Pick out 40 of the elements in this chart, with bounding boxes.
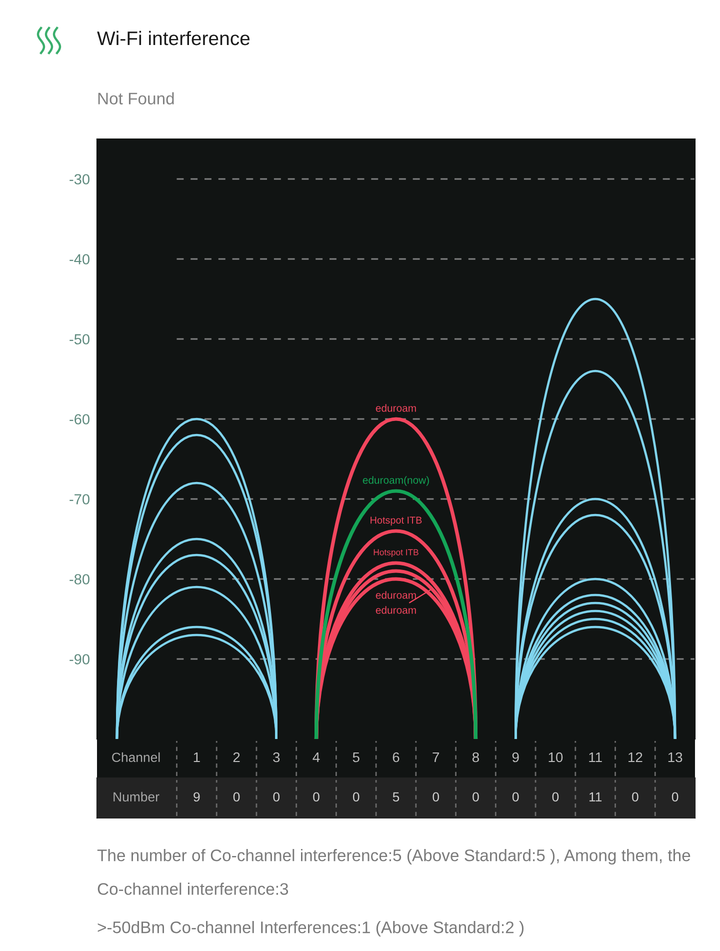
data-label: 0	[313, 792, 320, 802]
text: The number of Co-channel interference:5 (Above Standard:5 ), Among them, the Co-channel interference:3	[97, 849, 690, 895]
y-tick-label: -80	[70, 574, 90, 584]
x-tick-label: 8	[472, 752, 479, 762]
x-tick-label: 5	[352, 752, 360, 762]
x-axis-title: Channel	[112, 752, 160, 762]
data-label: 0	[632, 792, 638, 802]
x-tick-label: 1	[194, 752, 200, 762]
chart-title: Wi-Fi interference	[97, 30, 250, 46]
y-tick-label: -90	[70, 654, 90, 664]
data-label: 0	[472, 792, 479, 802]
data-label: 0	[552, 792, 559, 802]
x-tick-label: 4	[312, 752, 320, 762]
x-tick-label: 13	[668, 752, 682, 762]
text: Number	[114, 792, 160, 802]
data-label: 0	[512, 792, 519, 802]
x-tick-label: 12	[628, 752, 642, 762]
data-label: 11	[589, 792, 602, 802]
data-label: 0	[432, 792, 440, 802]
data-label: 0	[352, 792, 360, 802]
data-label: 0	[672, 792, 678, 802]
x-tick-label: 9	[512, 752, 519, 762]
data-label: 9	[194, 792, 200, 802]
y-tick-label: -30	[70, 174, 90, 184]
x-tick-label: 6	[392, 752, 400, 762]
x-tick-label: 10	[548, 752, 563, 762]
x-tick-label: 2	[233, 752, 240, 762]
y-tick-label: -70	[70, 494, 90, 504]
text: >-50dBm Co-channel Interferences:1 (Above Standard:2 )	[98, 921, 524, 937]
x-tick-label: 7	[432, 752, 440, 762]
series-label: eduroam	[376, 404, 416, 412]
chart-subtitle: Not Found	[98, 92, 174, 104]
y-tick-label: -40	[70, 254, 90, 264]
data-label: 0	[233, 792, 240, 802]
x-tick-label: 3	[273, 752, 280, 762]
data-label: 5	[392, 792, 400, 802]
y-tick-label: -50	[70, 334, 90, 344]
data-label: 0	[273, 792, 280, 802]
y-tick-label: -60	[70, 414, 90, 424]
x-tick-label: 11	[589, 752, 602, 762]
